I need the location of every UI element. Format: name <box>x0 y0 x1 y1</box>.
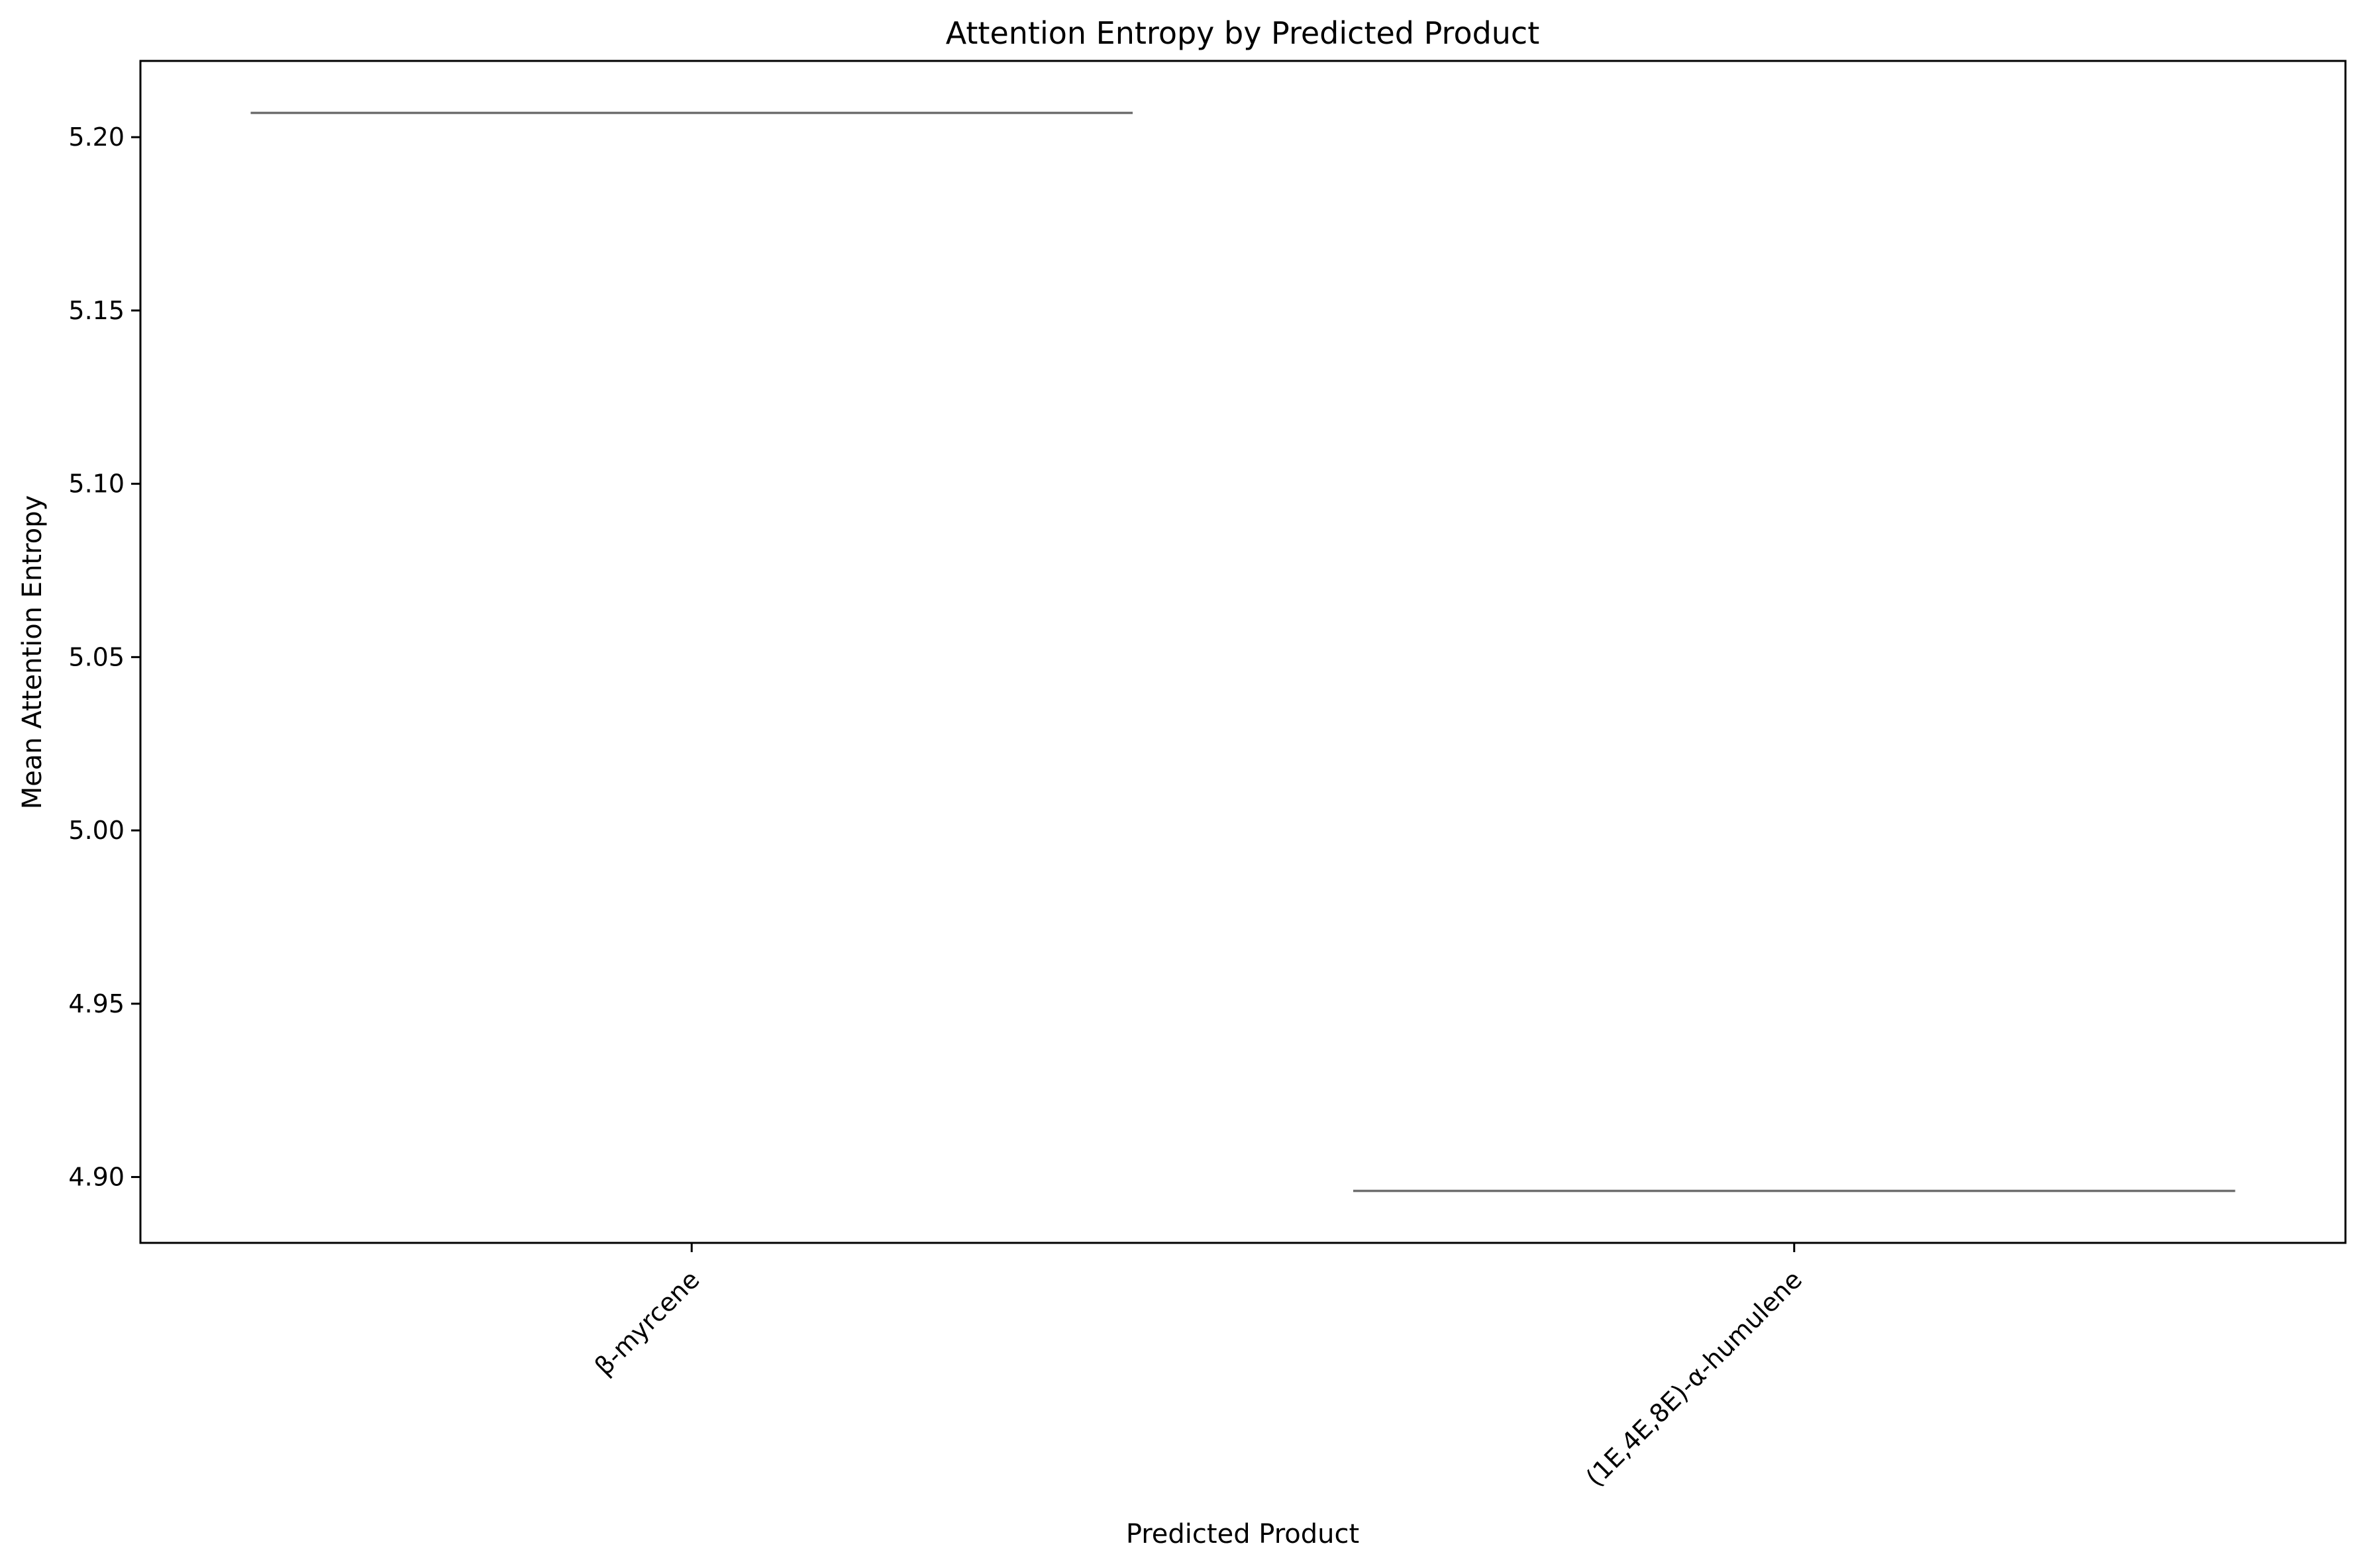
x-tick-label: β-myrcene <box>589 1265 705 1381</box>
y-tick-label: 4.90 <box>68 1163 125 1192</box>
plot-area <box>139 60 2347 1244</box>
x-tick-label: (1E,4E,8E)-α-humulene <box>1580 1265 1808 1492</box>
x-axis: β-myrcene (1E,4E,8E)-α-humulene <box>589 1243 1808 1493</box>
y-axis-label: Mean Attention Entropy <box>17 495 48 809</box>
chart-title: Attention Entropy by Predicted Product <box>946 15 1540 51</box>
y-tick-label: 5.15 <box>68 296 125 325</box>
y-axis: 4.90 4.95 5.00 5.05 5.10 5.15 5.20 <box>68 122 140 1192</box>
data-marks <box>250 111 2236 1193</box>
y-tick-label: 5.10 <box>68 469 125 499</box>
y-tick-label: 5.00 <box>68 816 125 845</box>
x-axis-label: Predicted Product <box>1126 1519 1359 1549</box>
y-tick-label: 5.05 <box>68 642 125 671</box>
y-tick-label: 5.20 <box>68 122 125 152</box>
y-tick-label: 4.95 <box>68 989 125 1018</box>
